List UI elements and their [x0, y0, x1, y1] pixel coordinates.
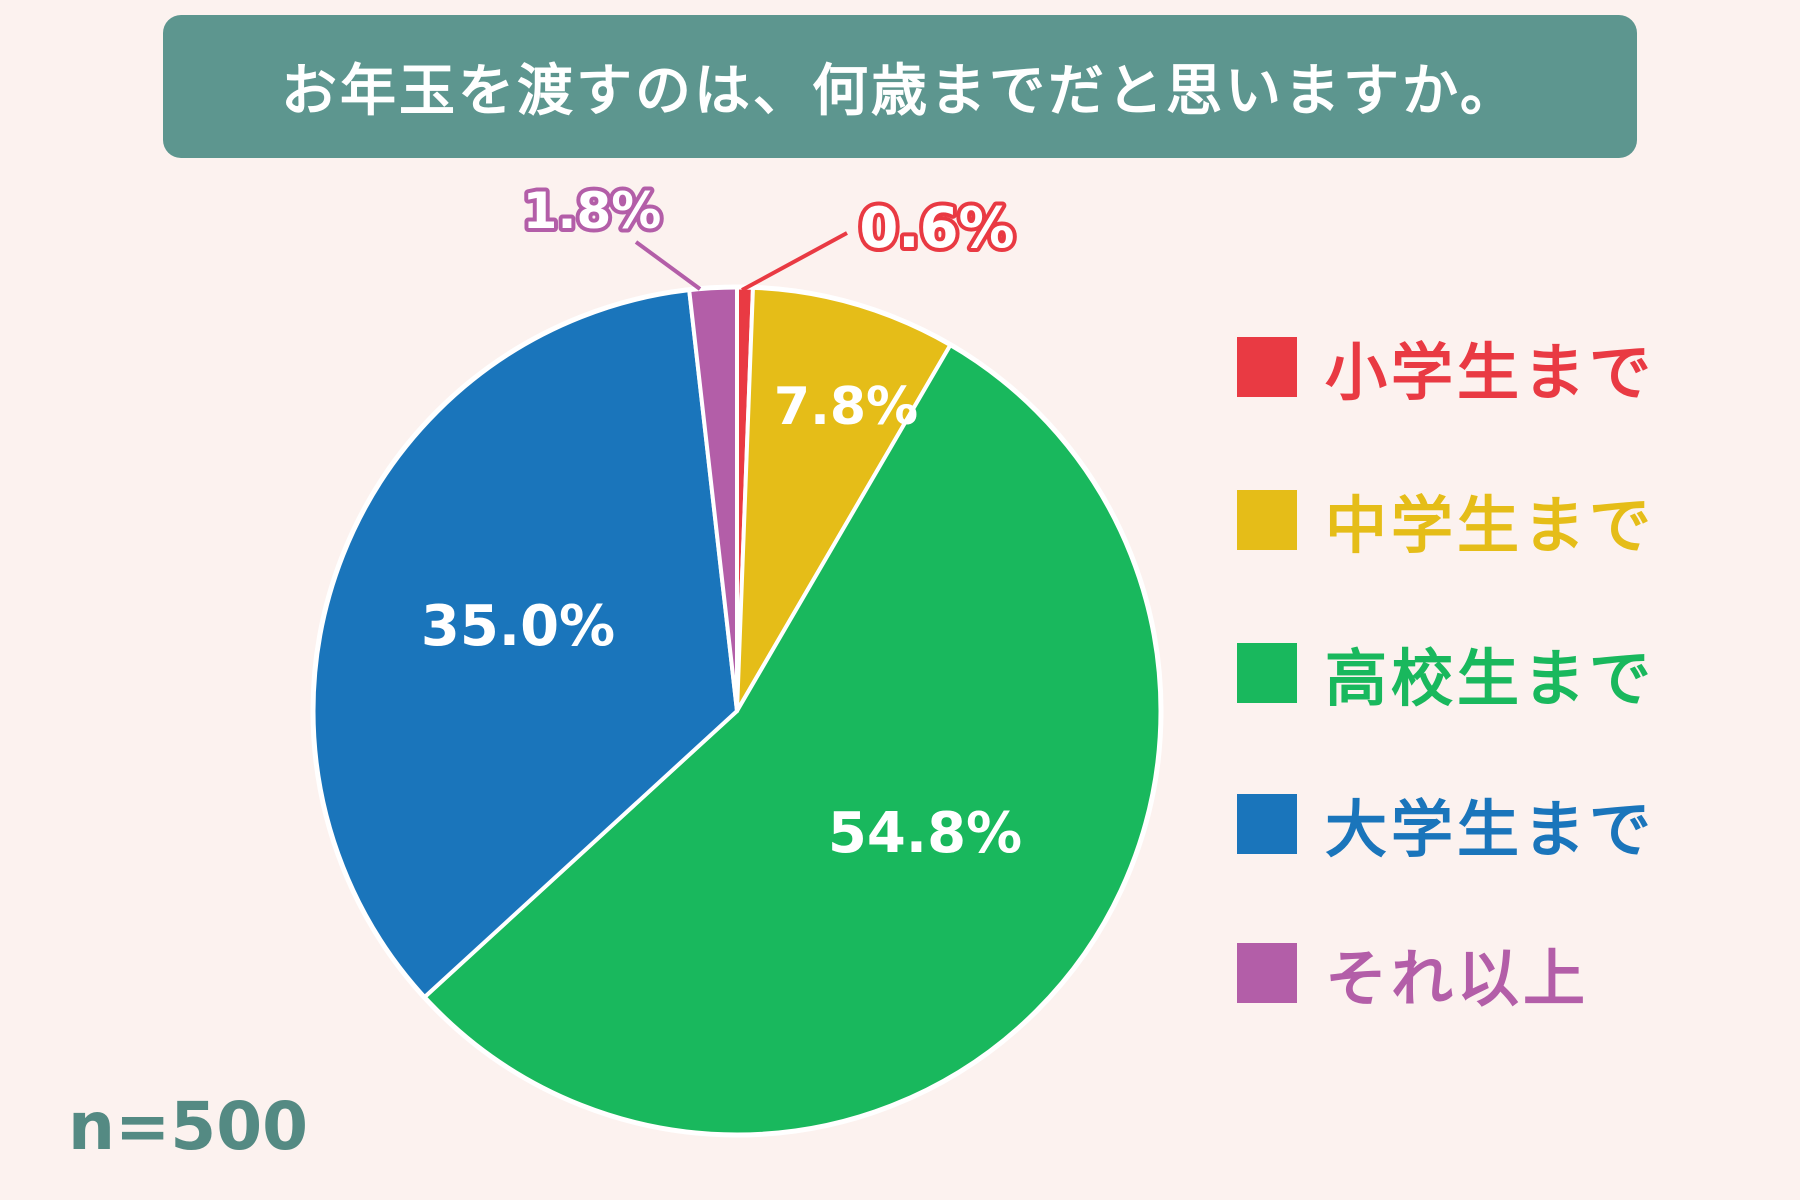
legend-swatch-icon	[1237, 794, 1297, 854]
legend-item-elementary: 小学生まで	[1237, 332, 1737, 409]
chart-title: お年玉を渡すのは、何歳までだと思いますか。	[281, 59, 1519, 124]
legend-label: 中学生まで	[1325, 489, 1656, 562]
title-banner: お年玉を渡すのは、何歳までだと思いますか。	[163, 15, 1637, 158]
legend-label: 高校生まで	[1325, 642, 1656, 715]
leader-line-elementary	[741, 231, 848, 292]
pie-labels: 7.8% 54.8% 35.0% 0.6% 1.8%	[421, 178, 1022, 866]
sample-size: n=500	[68, 1088, 309, 1165]
legend-label: 大学生まで	[1325, 793, 1656, 866]
legend-swatch-icon	[1237, 943, 1297, 1003]
slice-label-university: 35.0%	[421, 594, 615, 659]
slice-label-high-school: 54.8%	[828, 801, 1022, 866]
leader-line-beyond	[634, 240, 702, 291]
legend-label: 小学生まで	[1325, 336, 1656, 409]
slice-label-beyond: 1.8%	[523, 182, 662, 240]
legend-item-beyond: それ以上	[1237, 938, 1737, 1015]
legend-item-high-school: 高校生まで	[1237, 638, 1737, 715]
legend-swatch-icon	[1237, 490, 1297, 550]
legend-swatch-icon	[1237, 337, 1297, 397]
slice-label-elementary: 0.6%	[859, 196, 1014, 261]
legend-swatch-icon	[1237, 643, 1297, 703]
legend-item-junior-high: 中学生まで	[1237, 485, 1737, 562]
pie-slices	[310, 284, 1164, 1138]
legend-item-university: 大学生まで	[1237, 789, 1737, 866]
slice-label-junior-high: 7.8%	[774, 377, 918, 437]
pie-outline	[310, 284, 1164, 1138]
legend-label: それ以上	[1325, 942, 1590, 1015]
